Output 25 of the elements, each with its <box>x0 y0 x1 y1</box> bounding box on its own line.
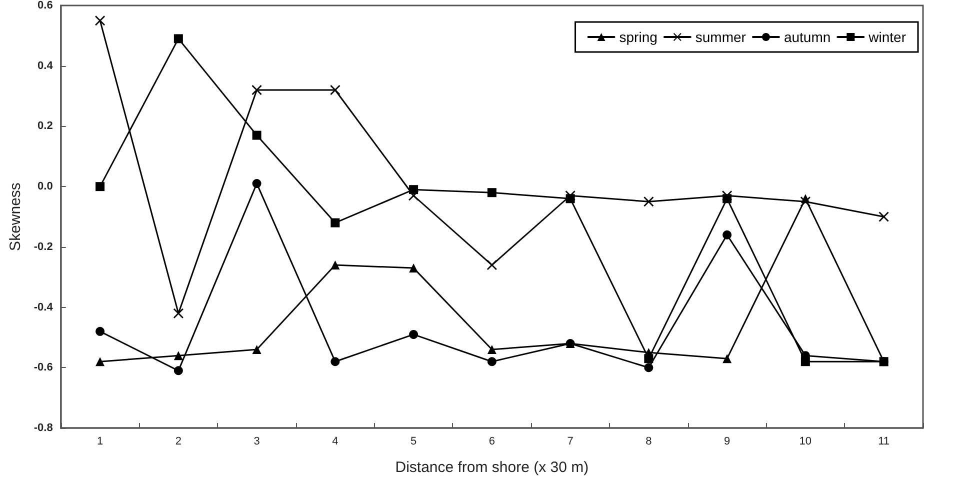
x-tick-label: 8 <box>646 436 652 448</box>
x-tick-label: 6 <box>488 436 495 448</box>
y-tick-label: -0.2 <box>34 240 53 253</box>
legend-label: spring <box>619 29 658 45</box>
y-tick-label: 0.0 <box>38 180 53 193</box>
x-tick-label: 4 <box>332 436 338 448</box>
y-axis-title: Skewness <box>7 182 24 251</box>
x-tick-label: 10 <box>799 436 812 448</box>
legend-label: winter <box>868 29 906 45</box>
x-tick-label: 9 <box>724 436 730 448</box>
x-tick-label: 2 <box>175 436 182 448</box>
legend-label: autumn <box>784 29 831 45</box>
y-tick-label: -0.6 <box>34 362 53 374</box>
x-tick-label: 1 <box>96 436 104 448</box>
x-tick-label: 7 <box>567 436 574 448</box>
x-tick-label: 3 <box>254 436 260 448</box>
y-tick-label: 0.4 <box>38 60 54 72</box>
x-axis-title: Distance from shore (x 30 m) <box>395 459 589 476</box>
y-tick-label: 0.2 <box>38 120 53 132</box>
y-tick-label: -0.8 <box>34 422 53 434</box>
legend-label: summer <box>695 29 746 45</box>
x-tick-label: 11 <box>878 436 890 448</box>
y-tick-label: -0.4 <box>34 301 54 314</box>
y-tick-label: 0.6 <box>38 0 53 12</box>
x-tick-label: 5 <box>410 436 417 448</box>
